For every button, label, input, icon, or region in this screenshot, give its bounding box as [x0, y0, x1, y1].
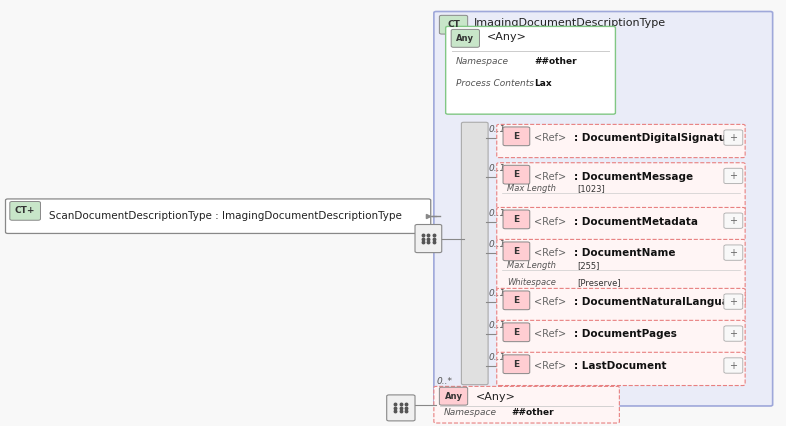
FancyBboxPatch shape — [497, 288, 745, 322]
Text: <Any>: <Any> — [487, 32, 527, 42]
Text: <Ref>: <Ref> — [534, 133, 567, 144]
Text: E: E — [513, 170, 520, 179]
Text: ImagingDocumentDescriptionType: ImagingDocumentDescriptionType — [474, 18, 666, 29]
Text: 0..1: 0..1 — [489, 208, 506, 218]
FancyBboxPatch shape — [724, 358, 743, 373]
Text: +: + — [729, 248, 737, 258]
FancyBboxPatch shape — [503, 127, 530, 146]
FancyBboxPatch shape — [503, 355, 530, 374]
FancyBboxPatch shape — [439, 387, 468, 405]
Text: : DocumentPages: : DocumentPages — [574, 329, 677, 340]
FancyBboxPatch shape — [415, 225, 442, 253]
FancyBboxPatch shape — [503, 323, 530, 342]
Text: <Ref>: <Ref> — [534, 216, 567, 227]
Text: 0..1: 0..1 — [489, 125, 506, 135]
Text: [Preserve]: [Preserve] — [578, 278, 622, 287]
FancyBboxPatch shape — [497, 320, 745, 354]
Text: Any: Any — [445, 391, 462, 401]
FancyBboxPatch shape — [503, 165, 530, 184]
FancyBboxPatch shape — [387, 395, 415, 421]
Text: +: + — [729, 171, 737, 181]
FancyBboxPatch shape — [461, 122, 488, 385]
Text: 0..1: 0..1 — [489, 289, 506, 299]
Text: 0..1: 0..1 — [489, 240, 506, 250]
Text: <Ref>: <Ref> — [534, 329, 567, 340]
Text: : LastDocument: : LastDocument — [574, 361, 667, 371]
FancyBboxPatch shape — [434, 386, 619, 423]
Text: [255]: [255] — [578, 261, 600, 270]
FancyBboxPatch shape — [724, 245, 743, 260]
Text: [1023]: [1023] — [578, 184, 605, 193]
FancyBboxPatch shape — [724, 130, 743, 145]
Text: E: E — [513, 132, 520, 141]
Text: ScanDocumentDescriptionType : ImagingDocumentDescriptionType: ScanDocumentDescriptionType : ImagingDoc… — [49, 211, 402, 221]
Text: : DocumentMessage: : DocumentMessage — [574, 172, 693, 182]
Text: +: + — [729, 296, 737, 307]
Text: ##other: ##other — [534, 57, 577, 66]
Text: : DocumentName: : DocumentName — [574, 248, 675, 259]
Text: CT+: CT+ — [15, 206, 35, 216]
FancyBboxPatch shape — [503, 291, 530, 310]
FancyBboxPatch shape — [724, 213, 743, 228]
FancyBboxPatch shape — [724, 294, 743, 309]
Text: E: E — [513, 215, 520, 224]
Text: Max Length: Max Length — [507, 184, 556, 193]
Text: Namespace: Namespace — [444, 408, 497, 417]
Text: Namespace: Namespace — [456, 57, 509, 66]
Text: Any: Any — [457, 34, 474, 43]
FancyBboxPatch shape — [10, 201, 41, 220]
Text: ##other: ##other — [511, 408, 553, 417]
Text: <Ref>: <Ref> — [534, 172, 567, 182]
Text: Whitespace: Whitespace — [507, 278, 556, 287]
FancyBboxPatch shape — [503, 210, 530, 229]
FancyBboxPatch shape — [724, 168, 743, 184]
FancyBboxPatch shape — [497, 124, 745, 158]
Text: <Ref>: <Ref> — [534, 248, 567, 259]
Text: : DocumentNaturalLanguage: : DocumentNaturalLanguage — [574, 297, 744, 308]
Text: Lax: Lax — [534, 78, 552, 88]
Text: +: + — [729, 328, 737, 339]
Text: 0..*: 0..* — [436, 377, 452, 386]
FancyBboxPatch shape — [446, 26, 615, 114]
Text: <Ref>: <Ref> — [534, 361, 567, 371]
Text: CT: CT — [447, 20, 460, 29]
FancyBboxPatch shape — [724, 326, 743, 341]
FancyBboxPatch shape — [6, 199, 431, 233]
Text: E: E — [513, 247, 520, 256]
FancyBboxPatch shape — [451, 29, 479, 47]
FancyBboxPatch shape — [497, 207, 745, 241]
Text: 0..1: 0..1 — [489, 321, 506, 331]
Text: Process Contents: Process Contents — [456, 78, 534, 88]
Text: 0..1: 0..1 — [489, 164, 506, 173]
FancyBboxPatch shape — [497, 163, 745, 213]
Text: : DocumentMetadata: : DocumentMetadata — [574, 216, 698, 227]
Text: <Any>: <Any> — [476, 392, 516, 402]
FancyBboxPatch shape — [439, 15, 468, 34]
Text: 0..1: 0..1 — [489, 353, 506, 363]
Text: : DocumentDigitalSignature: : DocumentDigitalSignature — [574, 133, 738, 144]
Text: Max Length: Max Length — [507, 261, 556, 270]
FancyBboxPatch shape — [497, 352, 745, 386]
Text: +: + — [729, 216, 737, 226]
Text: E: E — [513, 360, 520, 369]
FancyBboxPatch shape — [503, 242, 530, 261]
Text: +: + — [729, 360, 737, 371]
Text: +: + — [729, 132, 737, 143]
Text: <Ref>: <Ref> — [534, 297, 567, 308]
Text: E: E — [513, 296, 520, 305]
FancyBboxPatch shape — [497, 239, 745, 307]
FancyBboxPatch shape — [434, 12, 773, 406]
Text: E: E — [513, 328, 520, 337]
